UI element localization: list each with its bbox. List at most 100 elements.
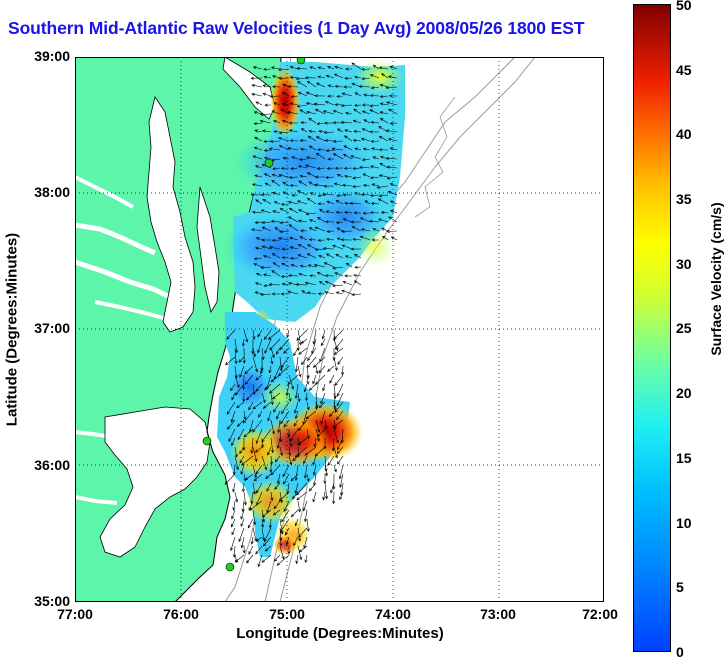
velocity-vector xyxy=(288,224,299,232)
velocity-vector xyxy=(308,383,317,391)
velocity-vector xyxy=(297,500,301,513)
velocity-vector xyxy=(324,419,328,430)
velocity-vector xyxy=(259,112,272,117)
velocity-vector xyxy=(262,198,272,205)
velocity-vector xyxy=(324,274,335,278)
velocity-vector xyxy=(281,262,290,268)
velocity-vector xyxy=(299,229,308,233)
velocity-vector xyxy=(271,179,281,187)
velocity-vector xyxy=(325,175,335,179)
velocity-vector xyxy=(281,102,290,106)
velocity-vector xyxy=(379,94,389,99)
velocity-vector xyxy=(344,274,353,278)
velocity-vector xyxy=(389,209,398,214)
velocity-vector xyxy=(314,175,325,179)
velocity-vector xyxy=(306,81,317,88)
velocity-vector xyxy=(327,365,335,372)
y-tick-label: 36:00 xyxy=(34,457,70,473)
velocity-vector xyxy=(342,153,353,160)
velocity-vector xyxy=(320,392,326,405)
velocity-vector xyxy=(264,103,272,107)
velocity-vector xyxy=(352,176,362,180)
velocity-vector xyxy=(343,135,353,142)
velocity-vector xyxy=(273,554,281,562)
velocity-vector xyxy=(333,347,344,355)
velocity-vector xyxy=(378,174,389,178)
velocity-vector xyxy=(345,262,353,268)
velocity-vector xyxy=(287,290,299,295)
velocity-vector xyxy=(285,536,290,546)
velocity-vector xyxy=(315,374,326,385)
velocity-vector xyxy=(313,102,326,106)
velocity-vector xyxy=(369,219,380,223)
velocity-vector xyxy=(277,419,281,434)
velocity-vector xyxy=(254,220,263,224)
colorbar xyxy=(633,4,671,652)
x-tick-label: 76:00 xyxy=(163,606,199,622)
velocity-vector xyxy=(307,264,317,268)
velocity-vector xyxy=(303,383,308,393)
velocity-vector xyxy=(269,94,281,98)
velocity-vector xyxy=(316,122,326,126)
velocity-vector xyxy=(334,338,344,350)
velocity-vector xyxy=(280,166,290,170)
velocity-vector xyxy=(224,473,236,485)
velocity-vector xyxy=(289,75,299,79)
velocity-vector xyxy=(379,83,389,88)
velocity-vector xyxy=(313,263,326,268)
velocity-vector xyxy=(289,184,299,188)
velocity-vector xyxy=(271,238,281,242)
velocity-vector xyxy=(234,338,239,354)
velocity-vector xyxy=(369,211,380,215)
velocity-vector xyxy=(372,156,380,160)
velocity-vector xyxy=(342,193,353,197)
velocity-vector xyxy=(352,184,362,189)
velocity-vector xyxy=(252,347,256,358)
velocity-vector xyxy=(335,291,344,295)
velocity-vector xyxy=(344,174,353,178)
velocity-vector xyxy=(350,220,361,224)
map-title: Southern Mid-Atlantic Raw Velocities (1 … xyxy=(8,18,585,38)
radar-station xyxy=(296,57,306,65)
velocity-vector xyxy=(255,464,263,475)
velocity-vector xyxy=(314,446,326,457)
velocity-vector xyxy=(252,66,263,70)
velocity-vector xyxy=(291,193,299,197)
velocity-vector xyxy=(248,545,254,555)
velocity-vector xyxy=(296,329,308,341)
velocity-vector xyxy=(353,280,362,286)
velocity-vector xyxy=(317,217,326,223)
velocity-vector xyxy=(326,253,335,259)
velocity-vector xyxy=(279,208,290,214)
velocity-vector xyxy=(378,148,389,152)
velocity-vector xyxy=(240,536,245,549)
velocity-vector xyxy=(381,227,389,232)
x-axis-label: Longitude (Degrees:Minutes) xyxy=(236,625,444,642)
velocity-vector xyxy=(322,110,335,115)
velocity-vector xyxy=(255,374,263,381)
velocity-vector xyxy=(313,437,317,448)
velocity-vector xyxy=(266,482,272,492)
velocity-vector xyxy=(252,383,256,395)
velocity-vector xyxy=(336,128,344,133)
velocity-vector xyxy=(297,527,302,542)
velocity-vector xyxy=(292,455,299,462)
velocity-vector xyxy=(242,545,246,554)
velocity-vector xyxy=(361,158,371,162)
velocity-vector xyxy=(261,392,266,404)
velocity-vector xyxy=(341,229,353,234)
velocity-vector xyxy=(316,272,326,277)
velocity-vector xyxy=(380,211,389,215)
velocity-vector xyxy=(230,383,236,392)
velocity-vector xyxy=(260,266,272,270)
velocity-vector xyxy=(343,145,353,151)
velocity-vector xyxy=(252,401,263,410)
velocity-vector xyxy=(250,76,263,80)
velocity-vector xyxy=(276,410,281,420)
velocity-vector xyxy=(264,156,272,160)
velocity-vector xyxy=(325,149,335,153)
velocity-vector xyxy=(260,209,272,214)
velocity-vector xyxy=(302,500,308,512)
velocity-vector xyxy=(306,244,317,250)
velocity-vector xyxy=(260,437,265,449)
